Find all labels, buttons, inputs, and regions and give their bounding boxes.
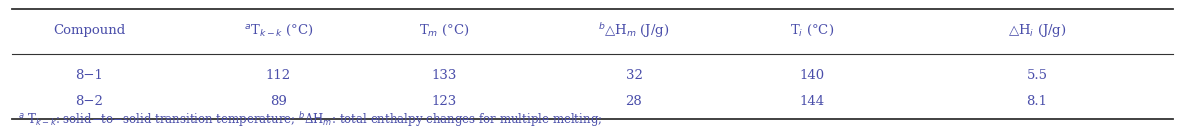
Text: 112: 112 <box>265 68 292 82</box>
Text: 133: 133 <box>431 68 457 82</box>
Text: $^{b}$△H$_{m}$ (J/g): $^{b}$△H$_{m}$ (J/g) <box>598 21 670 40</box>
Text: T$_{i}$ (°C): T$_{i}$ (°C) <box>789 23 834 38</box>
Text: 8.1: 8.1 <box>1026 95 1048 108</box>
Text: △H$_{i}$ (J/g): △H$_{i}$ (J/g) <box>1007 22 1066 39</box>
Text: 89: 89 <box>270 95 287 108</box>
Text: 5.5: 5.5 <box>1026 68 1048 82</box>
Text: 123: 123 <box>431 95 457 108</box>
Text: 32: 32 <box>626 68 642 82</box>
Text: 140: 140 <box>799 68 825 82</box>
Text: 8−1: 8−1 <box>75 68 103 82</box>
Text: 28: 28 <box>626 95 642 108</box>
Text: 144: 144 <box>799 95 825 108</box>
Text: T$_{m}$ (°C): T$_{m}$ (°C) <box>419 23 469 38</box>
Text: $^{a}$T$_{k-k}$ (°C): $^{a}$T$_{k-k}$ (°C) <box>244 23 313 38</box>
Text: Compound: Compound <box>53 24 124 37</box>
Text: $^{a}$ T$_{k-k}$: solid−to−solid transition temperature; $^{b}$ΔH$_{m}$: total e: $^{a}$ T$_{k-k}$: solid−to−solid transit… <box>18 110 602 129</box>
Text: 8−2: 8−2 <box>75 95 103 108</box>
